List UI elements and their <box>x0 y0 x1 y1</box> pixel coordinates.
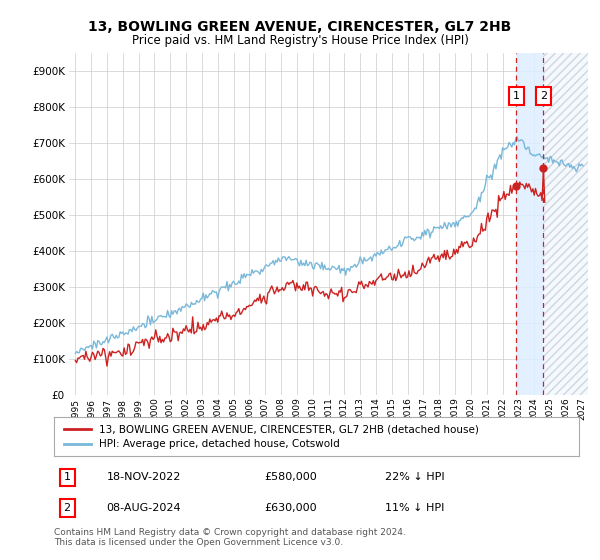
Bar <box>544 53 588 395</box>
Text: 18-NOV-2022: 18-NOV-2022 <box>107 473 181 482</box>
Text: Contains HM Land Registry data © Crown copyright and database right 2024.
This d: Contains HM Land Registry data © Crown c… <box>54 528 406 547</box>
Text: 22% ↓ HPI: 22% ↓ HPI <box>385 473 445 482</box>
Bar <box>544 53 588 395</box>
Text: 2: 2 <box>64 503 71 513</box>
Text: 08-AUG-2024: 08-AUG-2024 <box>107 503 181 513</box>
Bar <box>517 53 544 395</box>
Text: 13, BOWLING GREEN AVENUE, CIRENCESTER, GL7 2HB: 13, BOWLING GREEN AVENUE, CIRENCESTER, G… <box>88 20 512 34</box>
Legend: 13, BOWLING GREEN AVENUE, CIRENCESTER, GL7 2HB (detached house), HPI: Average pr: 13, BOWLING GREEN AVENUE, CIRENCESTER, G… <box>64 424 479 450</box>
Text: 1: 1 <box>513 91 520 101</box>
Text: 1: 1 <box>64 473 71 482</box>
Text: £580,000: £580,000 <box>264 473 317 482</box>
Text: 11% ↓ HPI: 11% ↓ HPI <box>385 503 444 513</box>
Text: £630,000: £630,000 <box>264 503 317 513</box>
Text: 2: 2 <box>540 91 547 101</box>
Text: Price paid vs. HM Land Registry's House Price Index (HPI): Price paid vs. HM Land Registry's House … <box>131 34 469 46</box>
